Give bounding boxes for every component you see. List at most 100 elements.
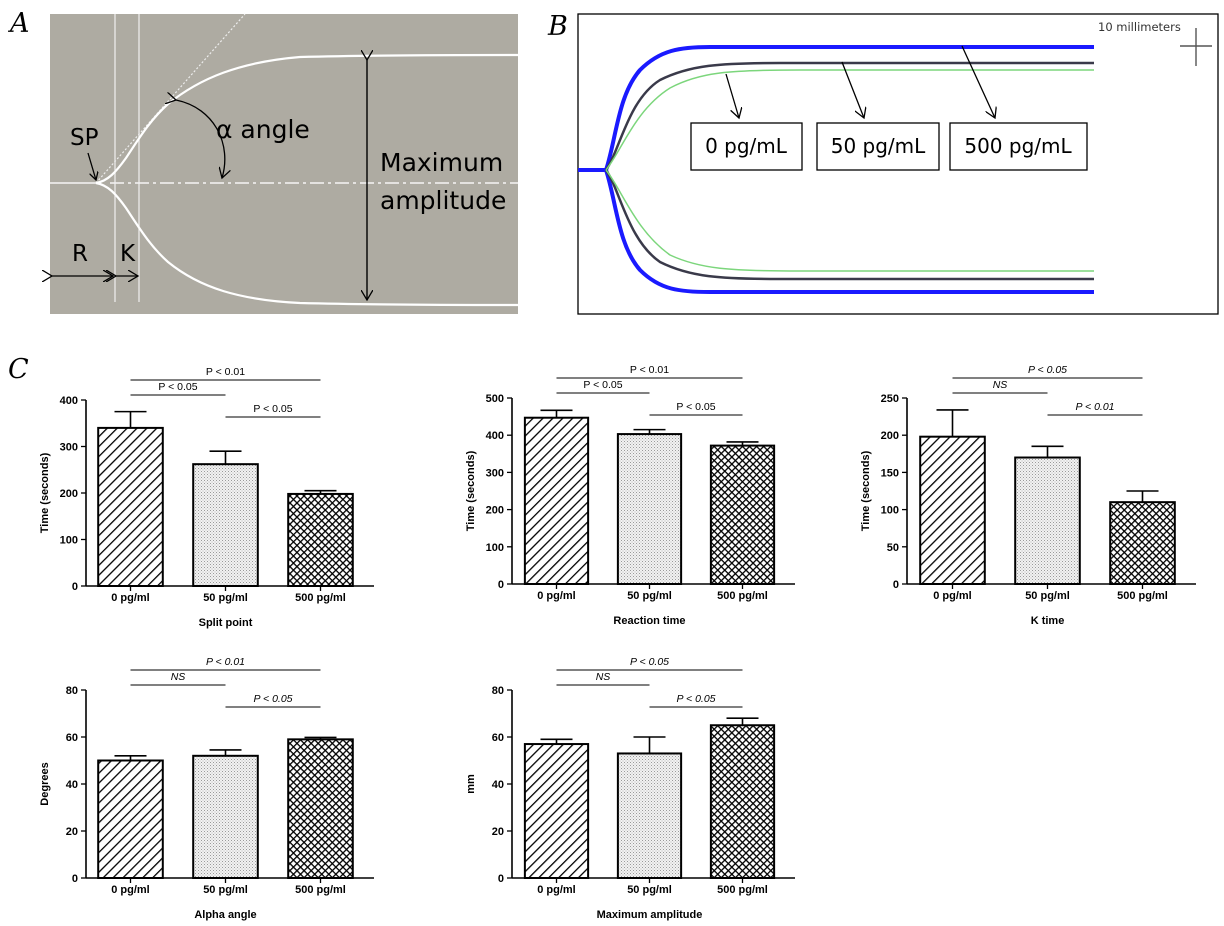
trace-0-lower [604,169,1094,294]
y-tick-label: 60 [492,732,504,744]
x-tick-label: 0 pg/ml [111,884,150,896]
significance-label: NS [596,671,611,683]
y-axis-label: Time (seconds) [465,450,477,531]
chart-title: Split point [199,617,253,629]
y-tick-label: 80 [66,685,78,697]
y-tick-label: 400 [60,395,78,407]
max-amplitude-label-1: Maximum [380,148,503,177]
x-tick-label: 50 pg/ml [203,592,248,604]
y-tick-label: 200 [60,488,78,500]
panel-letter-c: C [8,354,29,385]
y-tick-label: 80 [492,685,504,697]
trace-50-upper [604,61,1094,171]
trace-0-upper [604,45,1094,171]
x-tick-label: 0 pg/ml [111,592,150,604]
alpha-label: α angle [216,115,310,144]
k-label: K [120,241,136,267]
bar-chart-3: 0 50 100 150 200 250 Time (seconds) 0 pg/ml 50 p… [860,364,1196,627]
y-tick-label: 0 [893,579,899,591]
teg-background [50,14,518,314]
significance-label: NS [993,379,1008,391]
teg-upper-trace [95,53,519,185]
bar-chart-5: 0 20 40 60 80 mm 0 pg/ml 50 pg/ml 500 pg/ml Maxim… [465,656,795,921]
bar-2 [192,463,259,588]
bar-3 [1109,501,1176,585]
x-tick-label: 0 pg/ml [933,590,972,602]
bar-3 [287,492,354,587]
significance-label: P < 0.05 [583,379,622,391]
sp-arrow [87,152,96,180]
y-tick-label: 300 [60,442,78,454]
legend-arrow-500 [961,45,995,118]
significance-label: NS [171,671,186,683]
bar-3 [287,738,354,879]
y-tick-label: 400 [486,430,504,442]
legend-box-500 [949,122,1088,171]
legend-arrow-50 [841,61,864,118]
significance-label: P < 0.01 [206,656,245,668]
significance-label: P < 0.05 [676,693,715,705]
y-tick-label: 100 [486,542,504,554]
y-axis-label: Time (seconds) [860,450,872,531]
y-tick-label: 60 [66,732,78,744]
x-tick-label: 500 pg/ml [717,884,768,896]
y-tick-label: 100 [881,505,899,517]
bar-2 [1014,456,1081,585]
x-tick-label: 0 pg/ml [537,884,576,896]
y-tick-label: 250 [881,393,899,405]
y-tick-label: 0 [498,579,504,591]
alpha-arc-arrow [176,100,225,178]
legend-box-50 [816,122,940,171]
y-tick-label: 40 [492,779,504,791]
panel-letter-a: A [7,8,30,39]
chart-title: Alpha angle [194,909,256,921]
y-tick-label: 0 [498,873,504,885]
legend-label-50: 50 pg/mL [831,134,926,158]
y-axis-label: mm [465,774,477,794]
y-tick-label: 200 [486,505,504,517]
significance-label: P < 0.05 [253,403,292,415]
y-tick-label: 20 [66,826,78,838]
chart-title: Reaction time [613,615,685,627]
chart-title: K time [1031,615,1065,627]
panel-a-teg-diagram: SP α angle Maximum amplitude R K [50,13,519,314]
y-tick-label: 0 [72,873,78,885]
x-tick-label: 500 pg/ml [1117,590,1168,602]
x-tick-label: 500 pg/ml [295,592,346,604]
chart-title: Maximum amplitude [597,909,703,921]
legend-box-0 [690,122,803,171]
y-tick-label: 300 [486,467,504,479]
sp-label: SP [70,125,99,151]
y-tick-label: 20 [492,826,504,838]
trace-500-lower [605,169,1094,272]
significance-label: P < 0.05 [676,401,715,413]
legend-arrow-0 [725,73,739,118]
x-tick-label: 0 pg/ml [537,590,576,602]
trace-50-lower [604,169,1094,281]
significance-label: P < 0.05 [158,381,197,393]
r-label: R [72,241,88,267]
legend-label-500: 500 pg/mL [964,134,1072,158]
bar-1 [97,426,164,587]
significance-label: P < 0.01 [206,366,245,378]
y-tick-label: 500 [486,393,504,405]
x-tick-label: 50 pg/ml [627,590,672,602]
y-tick-label: 40 [66,779,78,791]
bar-chart-1: 0 100 200 300 400 Time (seconds) 0 pg/ml 50 pg/… [39,366,374,629]
significance-label: P < 0.01 [1075,401,1114,413]
max-amplitude-label-2: amplitude [380,186,506,215]
panel-b-teg-traces: 10 millimeters 0 pg/mL 50 pg/mL 500 pg/m… [577,13,1219,315]
bar-3 [709,724,776,879]
bar-2 [192,754,259,879]
y-axis-label: Degrees [39,762,51,805]
significance-label: P < 0.05 [1028,364,1067,376]
significance-label: P < 0.05 [253,693,292,705]
y-tick-label: 0 [72,581,78,593]
x-tick-label: 50 pg/ml [203,884,248,896]
y-axis-label: Time (seconds) [39,452,51,533]
y-tick-label: 50 [887,542,899,554]
x-tick-label: 50 pg/ml [1025,590,1070,602]
legend-label-0: 0 pg/mL [705,134,788,158]
